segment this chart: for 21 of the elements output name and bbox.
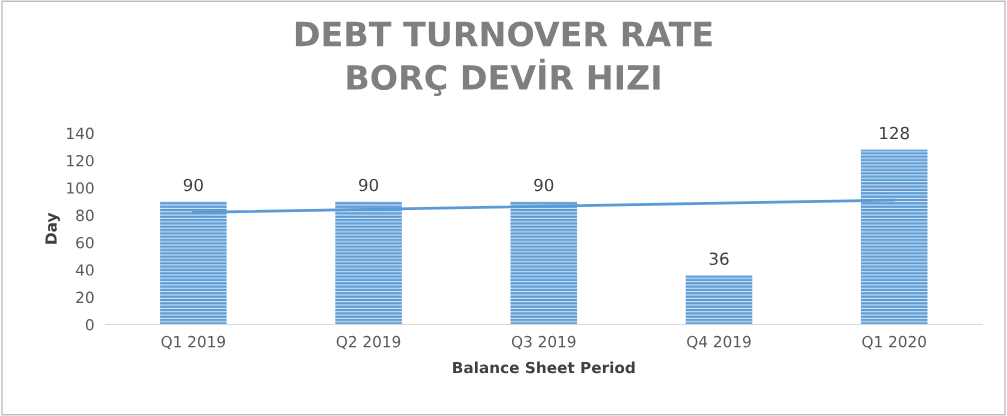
y-tick-label: 100 xyxy=(67,182,94,194)
data-label: 90 xyxy=(534,178,554,192)
y-tick-label: 0 xyxy=(85,318,94,331)
x-tick-label: Q1 2019 xyxy=(161,335,226,350)
data-label: 90 xyxy=(359,178,379,192)
data-label: 90 xyxy=(183,178,203,192)
x-tick-label: Q3 2019 xyxy=(511,335,576,350)
y-tick-label: 80 xyxy=(76,209,94,222)
data-label: 128 xyxy=(880,126,909,140)
x-tick-label: Q4 2019 xyxy=(687,335,751,350)
y-axis-title: Day xyxy=(45,212,60,244)
x-tick-label: Q1 2020 xyxy=(862,335,926,350)
y-tick-label: 120 xyxy=(67,154,94,167)
y-tick-label: 40 xyxy=(75,264,94,276)
x-axis-title: Balance Sheet Period xyxy=(453,361,635,374)
data-label: 36 xyxy=(709,252,729,266)
y-tick-label: 140 xyxy=(67,127,94,140)
y-tick-label: 20 xyxy=(76,291,94,304)
x-tick-label: Q2 2019 xyxy=(336,335,401,350)
chart-title: DEBT TURNOVER RATE BORÇ DEVİR HIZI xyxy=(295,21,712,97)
y-tick-label: 60 xyxy=(76,236,94,249)
